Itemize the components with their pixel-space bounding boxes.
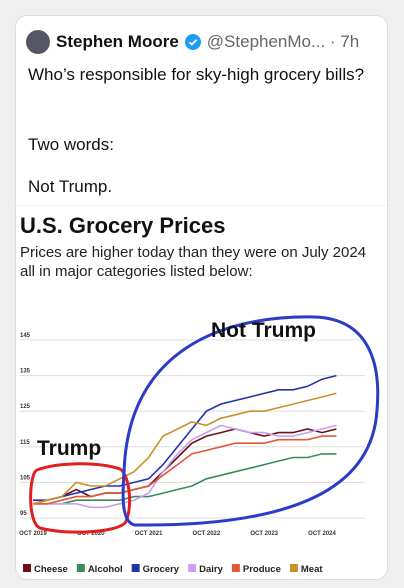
x-tick-label: OCT 2022 [193, 531, 221, 537]
series-line [33, 374, 337, 501]
handle-time: @StephenMo... · 7h [206, 32, 360, 51]
tweet-header: Stephen Moore @StephenMo... · 7h [26, 30, 359, 54]
tweet-text: Two words: [28, 135, 114, 154]
annotation: Trump [37, 437, 101, 460]
annotation: Not Trump [211, 319, 316, 342]
legend-swatch [131, 564, 140, 572]
verified-badge [184, 34, 201, 50]
y-tick-label: 145 [20, 333, 31, 339]
legend-swatch [188, 564, 197, 572]
chart-title: U.S. Grocery Prices [20, 213, 225, 238]
hand-circle [121, 315, 380, 527]
legend-label: Produce [243, 564, 281, 575]
x-tick-label: OCT 2020 [77, 531, 105, 537]
legend-label: Meat [301, 564, 323, 575]
series-line [33, 453, 337, 505]
legend-swatch [23, 564, 31, 572]
legend-label: Cheese [34, 564, 68, 575]
chart-subtitle: Prices are higher today than they were o… [20, 244, 367, 280]
legend-swatch [289, 564, 298, 572]
y-tick-label: 125 [20, 404, 31, 410]
series-line [33, 435, 337, 505]
tweet-card: Stephen Moore @StephenMo... · 7h Who’s r… [15, 15, 388, 580]
y-tick-label: 95 [20, 511, 27, 517]
tweet-text: Not Trump. [28, 177, 113, 196]
legend-label: Grocery [143, 564, 180, 575]
series-line [32, 428, 337, 505]
hand-circle [29, 462, 132, 534]
x-tick-label: OCT 2021 [135, 531, 163, 537]
avatar[interactable] [26, 30, 50, 54]
legend-swatch [231, 564, 240, 572]
legend-label: Dairy [199, 564, 223, 575]
chart: U.S. Grocery Prices Prices are higher to… [15, 205, 388, 575]
x-tick-label: OCT 2023 [250, 531, 278, 537]
y-tick-label: 105 [20, 475, 31, 481]
series-line [33, 424, 337, 509]
x-tick-label: OCT 2019 [19, 531, 47, 537]
legend-label: Alcohol [88, 564, 123, 575]
x-tick-label: OCT 2024 [308, 531, 336, 537]
y-tick-label: 135 [20, 369, 31, 375]
subtitle-box: Prices are higher today than they were o… [20, 244, 367, 280]
y-tick-label: 115 [20, 440, 30, 446]
tweet-text: Who’s responsible for sky-high grocery b… [28, 65, 365, 84]
series-line [32, 392, 337, 505]
author-name[interactable]: Stephen Moore [56, 32, 179, 51]
legend-swatch [76, 564, 85, 572]
